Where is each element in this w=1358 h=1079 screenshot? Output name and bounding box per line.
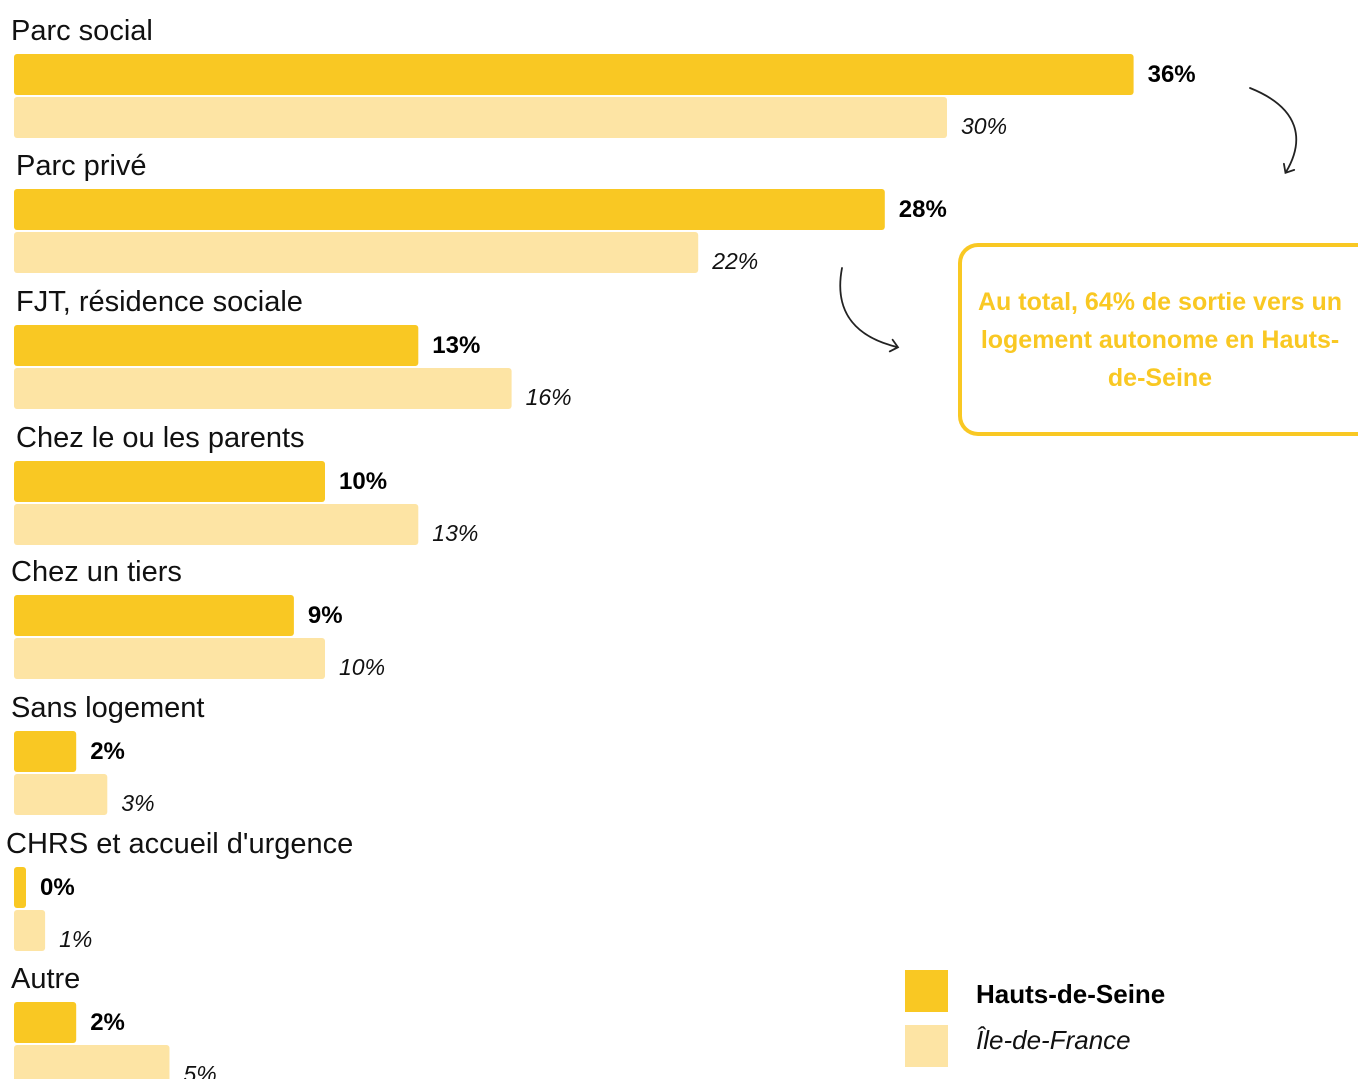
category-label-chez-un-tiers: Chez un tiers	[11, 556, 182, 588]
category-label-autre: Autre	[11, 963, 80, 995]
bar-ile-de-france-parc-social	[14, 97, 947, 138]
bar-ile-de-france-parc-prive	[14, 232, 699, 273]
arrow-to-callout-icon	[839, 267, 900, 353]
bar-hauts-de-seine-parc-social	[14, 54, 1134, 95]
bar-hauts-de-seine-chez-le-ou-les-parents	[14, 461, 325, 502]
bar-ile-de-france-chrs-et-accueil-d-urgence	[14, 910, 46, 951]
category-label-sans-logement: Sans logement	[11, 692, 204, 724]
bar-ile-de-france-sans-logement	[14, 774, 108, 815]
value-label-ile-de-france-autre: 5%	[184, 1061, 217, 1079]
value-label-ile-de-france-chez-le-ou-les-parents: 13%	[432, 520, 478, 546]
value-label-ile-de-france-fjt-residence-sociale: 16%	[526, 384, 572, 410]
value-label-ile-de-france-chez-un-tiers: 10%	[339, 654, 385, 680]
bar-hauts-de-seine-sans-logement	[14, 731, 77, 772]
category-label-fjt-residence-sociale: FJT, résidence sociale	[16, 286, 303, 318]
value-label-ile-de-france-sans-logement: 3%	[121, 790, 154, 816]
callout-box: Au total, 64% de sortie vers un logement…	[958, 243, 1358, 436]
category-label-chrs-et-accueil-d-urgence: CHRS et accueil d'urgence	[6, 828, 353, 860]
value-label-hauts-de-seine-chrs-et-accueil-d-urgence: 0%	[40, 874, 75, 901]
bar-hauts-de-seine-parc-prive	[14, 189, 885, 230]
value-label-hauts-de-seine-parc-social: 36%	[1148, 61, 1196, 88]
value-label-ile-de-france-chrs-et-accueil-d-urgence: 1%	[59, 926, 92, 952]
bar-ile-de-france-autre	[14, 1045, 170, 1079]
category-label-parc-prive: Parc privé	[16, 150, 147, 182]
legend-label-ile-de-france: Île-de-France	[976, 1025, 1131, 1055]
legend: Hauts-de-Seine Île-de-France	[905, 970, 1165, 1067]
value-label-hauts-de-seine-parc-prive: 28%	[899, 196, 947, 223]
legend-swatch-hauts-de-seine	[905, 970, 948, 1012]
legend-label-hauts-de-seine: Hauts-de-Seine	[976, 979, 1165, 1009]
value-label-hauts-de-seine-autre: 2%	[90, 1009, 125, 1036]
bar-hauts-de-seine-chez-un-tiers	[14, 595, 294, 636]
value-label-hauts-de-seine-fjt-residence-sociale: 13%	[432, 332, 480, 359]
value-label-ile-de-france-parc-social: 30%	[961, 113, 1007, 139]
value-label-ile-de-france-parc-prive: 22%	[711, 248, 758, 274]
value-label-hauts-de-seine-chez-le-ou-les-parents: 10%	[339, 468, 387, 495]
category-label-parc-social: Parc social	[11, 15, 153, 47]
arrow-from-top-icon	[1249, 87, 1298, 175]
value-label-hauts-de-seine-chez-un-tiers: 9%	[308, 602, 343, 629]
bar-ile-de-france-chez-le-ou-les-parents	[14, 504, 419, 545]
bar-hauts-de-seine-fjt-residence-sociale	[14, 325, 419, 366]
callout-text: Au total, 64% de sortie vers un logement…	[978, 287, 1342, 392]
value-label-hauts-de-seine-sans-logement: 2%	[90, 738, 125, 765]
bar-ile-de-france-chez-un-tiers	[14, 638, 325, 679]
bar-hauts-de-seine-autre	[14, 1002, 77, 1043]
bar-ile-de-france-fjt-residence-sociale	[14, 368, 512, 409]
category-label-chez-le-ou-les-parents: Chez le ou les parents	[16, 422, 305, 454]
legend-swatch-ile-de-france	[905, 1025, 948, 1067]
bar-hauts-de-seine-chrs-et-accueil-d-urgence	[14, 867, 26, 908]
